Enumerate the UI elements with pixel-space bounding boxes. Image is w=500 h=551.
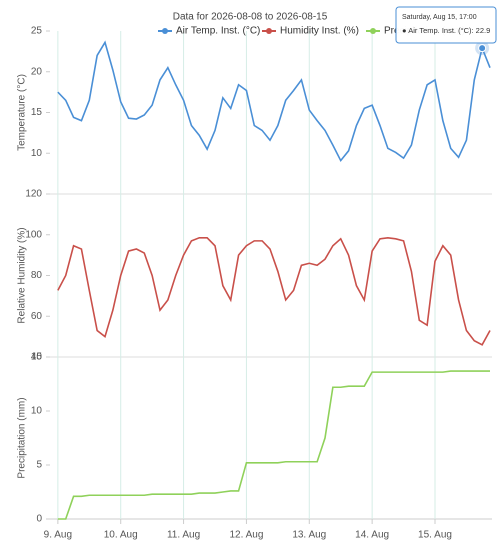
legend-marker (162, 28, 168, 34)
y-tick-label: 120 (25, 189, 42, 200)
legend-label: Air Temp. Inst. (°C) (176, 26, 260, 37)
legend-marker (266, 28, 272, 34)
y-tick-label: 10 (31, 148, 43, 159)
x-tick-label: 9. Aug (44, 530, 72, 541)
y-tick-label: 20 (31, 66, 43, 77)
y-tick-label: 40 (31, 352, 43, 363)
x-tick-label: 10. Aug (104, 530, 138, 541)
y-tick-label: 10 (31, 406, 43, 417)
data-line (57, 40, 491, 163)
x-tick-label: 12. Aug (229, 530, 263, 541)
legend-label: Humidity Inst. (%) (280, 26, 359, 37)
y-tick-label: 100 (25, 229, 42, 240)
x-tick-label: 13. Aug (292, 530, 326, 541)
y-tick-label: 15 (31, 352, 43, 363)
y-axis-label: Relative Humidity (%) (17, 227, 28, 323)
tooltip-title: Saturday, Aug 15, 17:00 (402, 14, 477, 21)
y-tick-label: 80 (31, 270, 43, 281)
y-tick-label: 0 (36, 514, 42, 525)
highlight-point (478, 44, 487, 53)
x-tick-label: 15. Aug (418, 530, 452, 541)
x-tick-label: 14. Aug (355, 530, 389, 541)
y-tick-label: 60 (31, 311, 43, 322)
y-axis-label: Temperature (°C) (17, 74, 28, 151)
data-line (57, 370, 490, 520)
legend-marker (370, 28, 376, 34)
y-tick-label: 15 (31, 107, 43, 118)
tooltip-box (395, 6, 497, 44)
x-tick-label: 11. Aug (167, 530, 200, 541)
y-axis-label: Precipitation (mm) (17, 397, 28, 478)
data-line (57, 236, 491, 346)
y-tick-label: 5 (36, 460, 42, 471)
chart-title: Data for 2026-08-08 to 2026-08-15 (173, 12, 328, 23)
y-tick-label: 25 (31, 26, 43, 37)
tooltip-text: ● Air Temp. Inst. (°C): 22.9 (402, 26, 490, 35)
